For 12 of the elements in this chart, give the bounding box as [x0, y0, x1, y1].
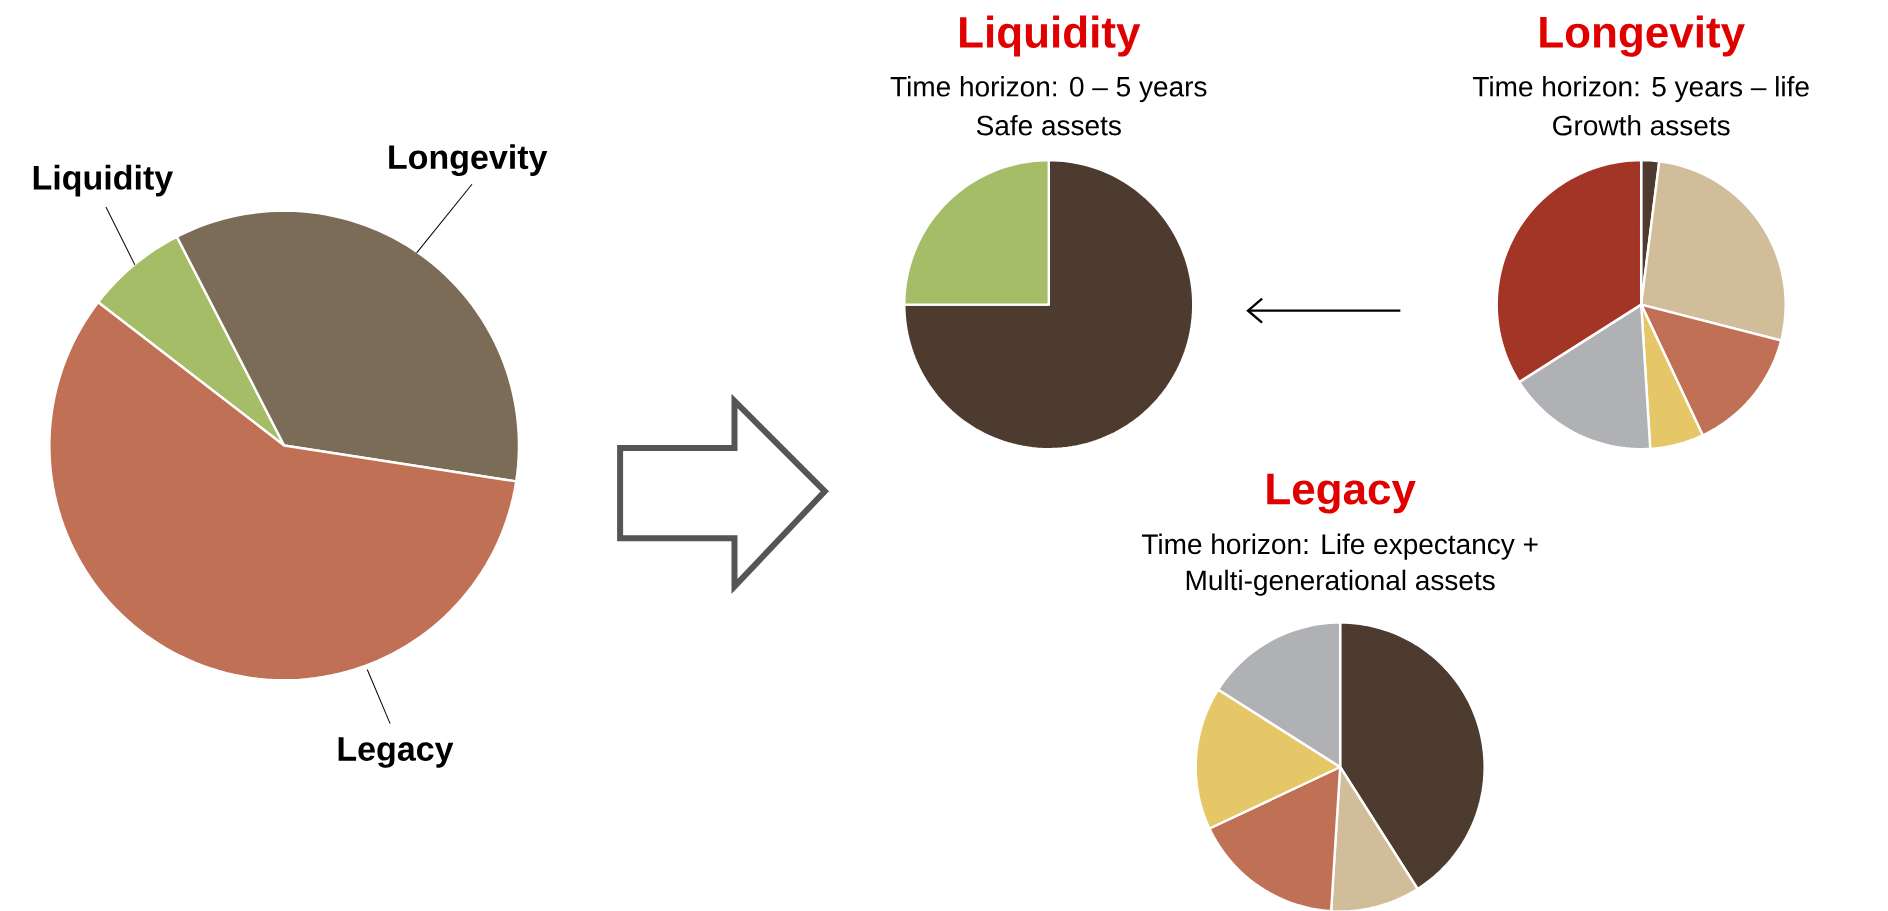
- text: Safe assets: [976, 114, 1121, 136]
- chart-subtitle: Time horizon: 5 years – life: [1472, 75, 1809, 102]
- text: Growth assets: [1553, 114, 1730, 136]
- slice-label: Longevity: [389, 143, 548, 176]
- chart-title: Legacy: [1267, 473, 1416, 514]
- chart-title: Liquidity: [960, 15, 1141, 57]
- text: Multi-generational assets: [1186, 569, 1495, 596]
- slice-label: Legacy: [338, 737, 454, 768]
- chart-subtitle: Time horizon: Life expectancy +: [1141, 533, 1538, 560]
- chart-subtitle: Time horizon: 0 – 5 years: [890, 75, 1207, 102]
- chart-title: Longevity: [1540, 15, 1745, 57]
- slice-label: Liquidity: [33, 164, 174, 197]
